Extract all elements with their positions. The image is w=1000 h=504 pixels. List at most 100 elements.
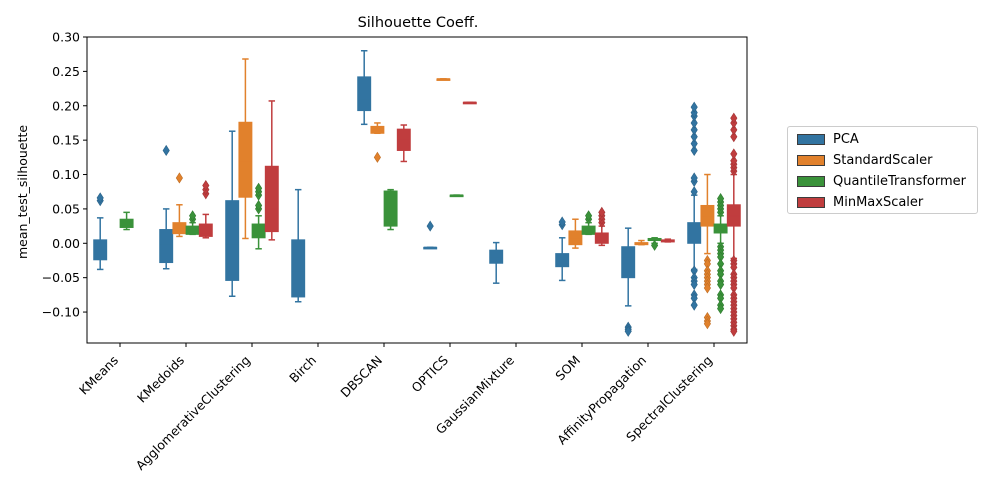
box-quantiletransformer-affinitypropagation-outlier-0: [651, 239, 659, 251]
box-standardscaler-optics: [436, 78, 451, 81]
box-pca-optics: [423, 220, 438, 250]
box-pca-affinitypropagation-outlier-2: [624, 325, 632, 337]
legend-item-standardscaler: StandardScaler: [797, 151, 932, 169]
x-tick-label-optics: OPTICS: [408, 352, 451, 395]
box-pca-dbscan: [357, 50, 372, 126]
y-tick-label-1: −0.05: [42, 270, 80, 285]
axes: −0.10 −0.05 0.00 0.05 0.10 0.15 0.20 0.25 0.30 KM…: [42, 30, 748, 473]
legend-swatch-minmaxscaler: [797, 196, 825, 208]
legend-item-pca: PCA: [797, 130, 859, 148]
box-pca-kmedoids-body: [159, 229, 174, 264]
box-quantiletransformer-agglomerativeclustering-outlier-1: [255, 199, 263, 212]
x-tick-label-birch: Birch: [286, 353, 319, 386]
box-minmaxscaler-agglomerativeclustering-body: [264, 165, 279, 233]
box-minmaxscaler-spectralclustering-outlier-28: [730, 325, 738, 337]
box-pca-som-outlier-1: [558, 216, 566, 228]
x-tick-label-dbscan: DBSCAN: [337, 353, 385, 401]
box-minmaxscaler-spectralclustering-outlier-8: [730, 112, 738, 124]
box-quantiletransformer-spectralclustering: [713, 193, 728, 315]
box-pca-spectralclustering-outlier-4: [690, 138, 698, 150]
box-quantiletransformer-kmeans: [119, 211, 134, 231]
box-standardscaler-affinitypropagation: [634, 239, 649, 246]
box-quantiletransformer-spectralclustering-outlier-4: [717, 193, 725, 205]
y-tick-label-8: 0.30: [52, 30, 80, 45]
box-minmaxscaler-spectralclustering: [726, 112, 741, 337]
box-minmaxscaler-som: [594, 206, 609, 247]
box-minmaxscaler-som-outlier-3: [598, 206, 606, 218]
box-pca-gaussianmixture: [489, 241, 504, 284]
box-pca-agglomerativeclustering-body: [225, 200, 240, 281]
y-tick-label-7: 0.25: [52, 64, 80, 79]
x-tick-label-kmeans: KMeans: [76, 353, 121, 398]
box-pca-som-body: [555, 253, 570, 268]
x-tick-label-agglomerativeclustering: AgglomerativeClustering: [133, 353, 253, 473]
box-standardscaler-kmedoids-outlier-0: [175, 172, 183, 184]
box-minmaxscaler-optics: [462, 101, 477, 105]
y-tick-label-3: 0.05: [52, 201, 80, 216]
series-pca: [93, 50, 702, 337]
x-tick-label-kmedoids: KMedoids: [134, 353, 187, 406]
box-standardscaler-agglomerativeclustering-body: [238, 121, 253, 198]
y-tick-label-4: 0.10: [52, 167, 80, 182]
box-quantiletransformer-agglomerativeclustering: [251, 182, 266, 250]
box-pca-spectralclustering-outlier-17: [690, 299, 698, 311]
plot-marks: [93, 50, 741, 337]
box-quantiletransformer-affinitypropagation: [647, 237, 662, 251]
box-minmaxscaler-spectralclustering-outlier-5: [730, 131, 738, 143]
series-quantiletransformer: [119, 182, 728, 315]
box-minmaxscaler-kmedoids: [198, 179, 213, 239]
legend-swatch-standardscaler: [797, 154, 825, 166]
box-standardscaler-dbscan-body: [370, 125, 385, 134]
box-quantiletransformer-optics: [449, 194, 464, 198]
box-pca-spectralclustering-outlier-5: [690, 131, 698, 143]
box-standardscaler-spectralclustering-outlier-7: [703, 282, 711, 294]
box-minmaxscaler-agglomerativeclustering: [264, 100, 279, 241]
box-standardscaler-kmedoids: [172, 172, 187, 238]
box-quantiletransformer-agglomerativeclustering-outlier-4: [255, 182, 263, 194]
legend: PCA StandardScaler QuantileTransformer M…: [787, 126, 978, 214]
box-pca-kmedoids: [159, 144, 174, 270]
box-pca-spectralclustering: [687, 101, 702, 311]
legend-label-pca: PCA: [833, 131, 859, 147]
box-standardscaler-som: [568, 218, 583, 249]
legend-swatch-pca: [797, 133, 825, 145]
box-standardscaler-dbscan-outlier-0: [373, 151, 381, 163]
box-quantiletransformer-spectralclustering-body: [713, 223, 728, 234]
box-pca-kmedoids-outlier-0: [162, 144, 170, 157]
legend-label-standardscaler: StandardScaler: [833, 152, 933, 168]
box-quantiletransformer-agglomerativeclustering-body: [251, 223, 266, 239]
plot-frame: [86, 36, 748, 344]
box-minmaxscaler-dbscan: [396, 124, 411, 163]
box-pca-kmeans: [93, 192, 108, 271]
y-axis-label: mean_test_silhouette: [15, 125, 30, 259]
box-quantiletransformer-spectralclustering-outlier-17: [717, 303, 725, 315]
box-pca-agglomerativeclustering: [225, 130, 240, 297]
y-tick-label-6: 0.20: [52, 98, 80, 113]
box-minmaxscaler-spectralclustering-outlier-4: [730, 148, 738, 160]
box-pca-spectralclustering-outlier-0: [690, 186, 698, 198]
box-pca-dbscan-body: [357, 76, 372, 112]
box-minmaxscaler-spectralclustering-outlier-6: [730, 124, 738, 136]
box-quantiletransformer-dbscan: [383, 188, 398, 231]
legend-item-minmaxscaler: MinMaxScaler: [797, 193, 923, 211]
box-pca-kmeans-outlier-1: [96, 192, 104, 204]
box-minmaxscaler-som-body: [594, 232, 609, 244]
box-minmaxscaler-spectralclustering-outlier-3: [730, 155, 738, 167]
box-pca-birch-body: [291, 239, 306, 298]
legend-label-quantiletransformer: QuantileTransformer: [833, 173, 967, 189]
x-tick-label-som: SOM: [552, 353, 583, 384]
series-minmaxscaler: [198, 100, 741, 337]
box-minmaxscaler-affinitypropagation: [660, 238, 675, 243]
box-pca-spectralclustering-outlier-3: [690, 144, 698, 157]
y-tick-label-5: 0.15: [52, 133, 80, 148]
box-pca-spectralclustering-outlier-7: [690, 117, 698, 129]
box-standardscaler-spectralclustering: [700, 173, 715, 330]
box-quantiletransformer-som-outlier-1: [585, 210, 593, 222]
box-pca-affinitypropagation: [621, 227, 636, 337]
box-minmaxscaler-kmedoids-body: [198, 223, 213, 237]
y-tick-label-0: −0.10: [42, 305, 80, 320]
box-pca-affinitypropagation-body: [621, 246, 636, 279]
legend-swatch-quantiletransformer: [797, 175, 825, 187]
